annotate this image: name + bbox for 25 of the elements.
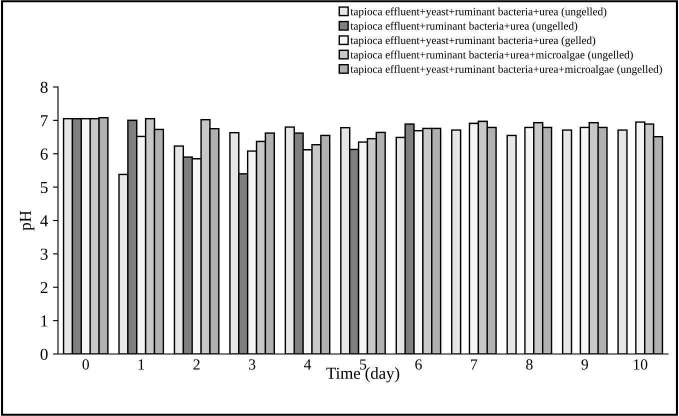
y-tick-label: 5	[40, 182, 48, 194]
y-tick-label: 2	[40, 282, 48, 294]
x-tick-label: 9	[581, 359, 588, 370]
x-tick-label: 2	[193, 359, 200, 370]
x-tick-label: 6	[415, 359, 422, 370]
y-tick-label: 6	[40, 148, 48, 160]
y-tick-label: 7	[41, 115, 48, 126]
y-tick-label: 1	[41, 315, 48, 326]
y-tick-label: 3	[40, 248, 48, 260]
x-tick-label: 1	[138, 359, 144, 370]
y-tick-label: 0	[40, 348, 48, 360]
x-tick-label: 10	[634, 359, 648, 370]
legend-label: tapioca effluent+yeast+ruminant bacteria+urea+microalgae (ungelled)	[350, 64, 662, 76]
legend-label: tapioca effluent+ruminant bacteria+urea (ungelled)	[350, 22, 578, 32]
legend-label: tapioca effluent+yeast+ruminant bacteria+urea (gelled)	[350, 36, 596, 46]
y-tick-label: 8	[40, 82, 48, 93]
x-tick-label: 3	[249, 359, 256, 370]
y-axis-title: pH	[20, 210, 34, 230]
x-tick-label: 4	[304, 359, 312, 370]
y-tick-label: 4	[40, 215, 48, 226]
legend-label: tapioca effluent+ruminant bacteria+urea+microalgae (ungelled)	[350, 50, 633, 61]
x-tick-label: 0	[82, 359, 89, 370]
x-tick-label: 7	[471, 359, 478, 370]
legend-label: tapioca effluent+yeast+ruminant bacteria+urea (ungelled)	[350, 7, 606, 18]
x-tick-label: 8	[526, 359, 533, 370]
